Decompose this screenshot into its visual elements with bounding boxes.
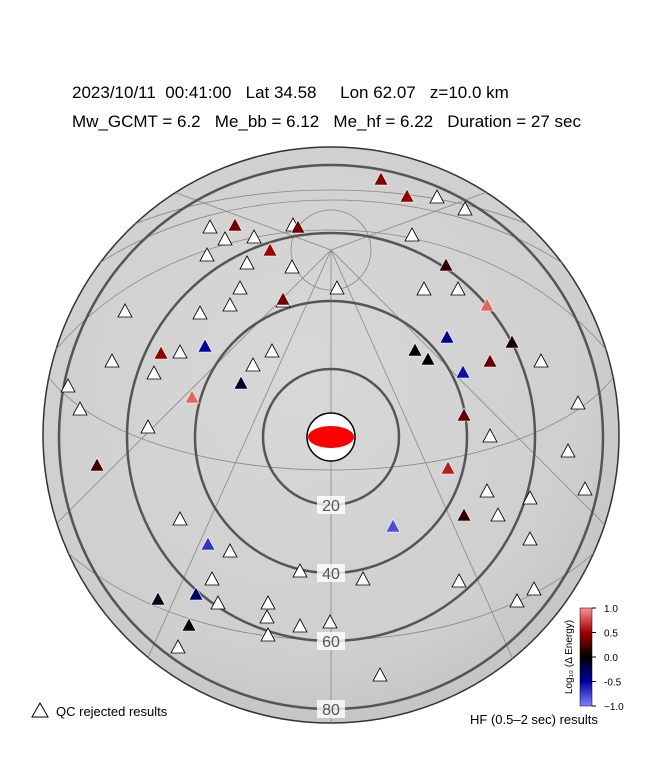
legend-label: QC rejected results [56, 704, 168, 719]
station [455, 364, 471, 379]
station [200, 536, 216, 551]
rejected-station [170, 639, 186, 654]
rejected-station [292, 618, 308, 633]
ring-label-bg [317, 700, 345, 718]
ring-label-bg [317, 496, 345, 514]
station [181, 617, 197, 632]
header-line: Mw_GCMT = 6.2 Me_bb = 6.12 Me_hf = 6.22 … [72, 112, 582, 131]
rejected-station [533, 353, 549, 368]
ring-label: 80 [322, 702, 340, 719]
station [373, 171, 389, 186]
rejected-station [260, 627, 276, 642]
station [504, 334, 520, 349]
rejected-station [104, 353, 120, 368]
colorbar-tick-label: -0.5 [604, 678, 622, 689]
rejected-station [222, 297, 238, 312]
station [440, 460, 456, 475]
station [439, 329, 455, 344]
rejected-station [522, 531, 538, 546]
rejected-station [509, 593, 525, 608]
rejected-station [217, 231, 233, 246]
rejected-station [72, 401, 88, 416]
ring-label: 60 [322, 634, 340, 651]
rejected-station [429, 189, 445, 204]
station [227, 217, 243, 232]
rejected-station [140, 419, 156, 434]
rejected-station [259, 609, 275, 624]
station [197, 338, 213, 353]
colorbar-tick-label: 0.5 [604, 629, 618, 640]
rejected-station [416, 281, 432, 296]
rejected-station [329, 280, 345, 295]
colorbar-tick-label: −1.0 [604, 702, 624, 713]
legend-symbol [31, 701, 49, 718]
rejected-station [450, 281, 466, 296]
station [150, 591, 166, 606]
rejected-station [372, 667, 388, 682]
colorbar-tick-label: 0.0 [604, 653, 618, 664]
ring-label-bg [317, 632, 345, 650]
rejected-station [117, 303, 133, 318]
rejected-station [482, 428, 498, 443]
rejected-station [146, 365, 162, 380]
rejected-station [322, 614, 338, 629]
colorbar [579, 607, 593, 707]
station [456, 407, 472, 422]
rejected-station [172, 344, 188, 359]
rejected-station [355, 571, 371, 586]
rejected-station [570, 395, 586, 410]
legend-label: HF (0.5–2 sec) results [470, 712, 598, 727]
rejected-station [522, 490, 538, 505]
rejected-station [490, 507, 506, 522]
colorbar-tick-label: 1.0 [604, 604, 618, 615]
station [482, 353, 498, 368]
rejected-station [577, 481, 593, 496]
station [399, 188, 415, 203]
station [233, 375, 249, 390]
station [153, 345, 169, 360]
rejected-station [222, 543, 238, 558]
rejected-station [172, 511, 188, 526]
station [479, 297, 495, 312]
station [184, 389, 200, 404]
ring-label: 40 [322, 566, 340, 583]
rejected-station [232, 280, 248, 295]
header-line: 2023/10/11 00:41:00 Lat 34.58 Lon 62.07 … [72, 83, 509, 102]
rejected-station [246, 229, 262, 244]
rejected-station [284, 259, 300, 274]
rejected-station [199, 247, 215, 262]
rejected-station [192, 305, 208, 320]
rejected-station [264, 343, 280, 358]
colorbar-label: Log₁₀ (Δ Energy) [564, 620, 575, 694]
station [89, 457, 105, 472]
rejected-station [204, 571, 220, 586]
rejected-station [451, 573, 467, 588]
rejected-station [560, 443, 576, 458]
rejected-station [60, 378, 76, 393]
ring-label-bg [317, 564, 345, 582]
station [188, 586, 204, 601]
rejected-station [479, 483, 495, 498]
station [290, 219, 306, 234]
station [275, 291, 291, 306]
beachball-lobe [308, 426, 354, 448]
station [385, 518, 401, 533]
station [456, 507, 472, 522]
rejected-station [457, 201, 473, 216]
rejected-station [292, 563, 308, 578]
rejected-station [210, 595, 226, 610]
station [438, 257, 454, 272]
rejected-station [245, 357, 261, 372]
station [407, 342, 423, 357]
station [420, 351, 436, 366]
ring-label: 20 [322, 498, 340, 515]
rejected-station [260, 595, 276, 610]
rejected-station [404, 227, 420, 242]
station [262, 242, 278, 257]
rejected-station [202, 219, 218, 234]
rejected-station [526, 581, 542, 596]
rejected-station [239, 255, 255, 270]
